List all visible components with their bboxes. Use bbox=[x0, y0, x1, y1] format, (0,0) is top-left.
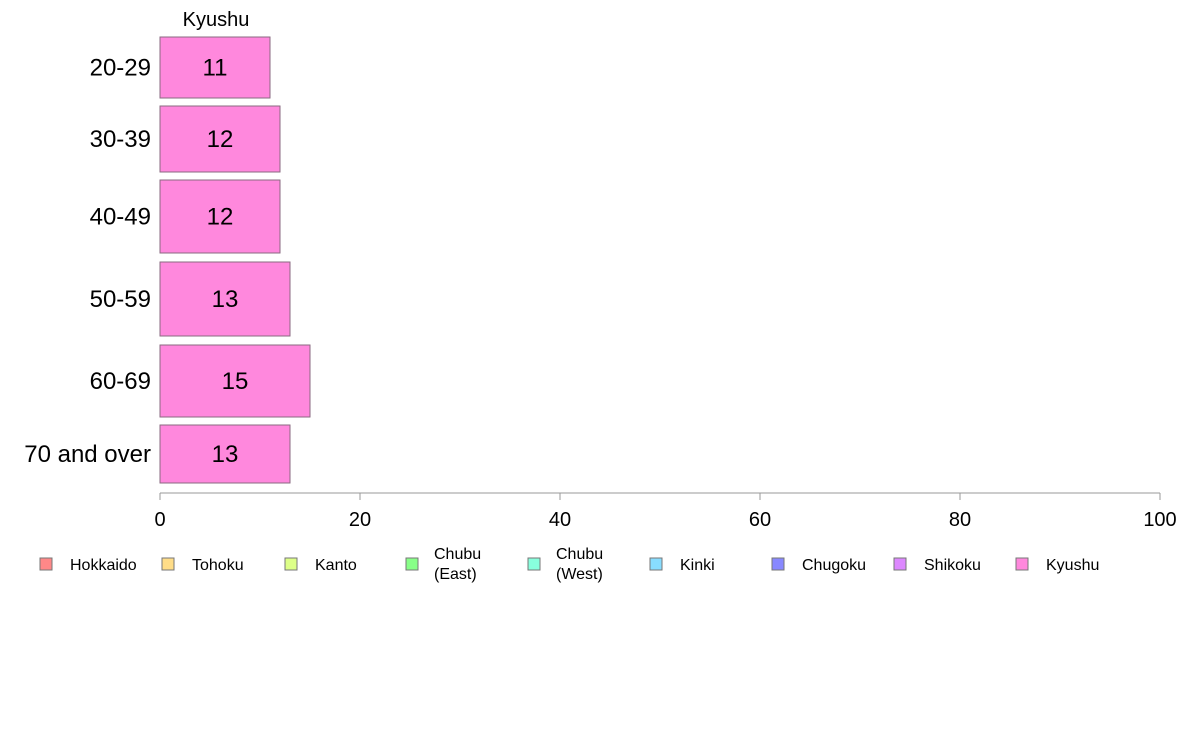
legend-label: Kyushu bbox=[1046, 557, 1099, 574]
legend-label: Chubu (West) bbox=[556, 546, 603, 583]
series-title: Kyushu bbox=[183, 9, 250, 31]
bar-value-label: 12 bbox=[207, 126, 234, 153]
legend-swatch bbox=[161, 557, 175, 571]
legend-label: Shikoku bbox=[924, 557, 981, 574]
x-tick-label: 80 bbox=[949, 509, 971, 531]
bar-60-69 bbox=[159, 344, 311, 418]
legend-label: Chubu (East) bbox=[434, 546, 481, 583]
legend-label: Kinki bbox=[680, 557, 715, 574]
bar-20-29 bbox=[159, 36, 271, 99]
legend-label: Kanto bbox=[315, 557, 357, 574]
legend-swatch bbox=[405, 557, 419, 571]
x-tick-label: 40 bbox=[549, 509, 571, 531]
x-tick-label: 60 bbox=[749, 509, 771, 531]
legend-swatch bbox=[527, 557, 541, 571]
legend: Hokkaido Tohoku Kanto Chubu (East) Chubu (West… bbox=[39, 546, 1099, 583]
category-label: 40-49 bbox=[90, 204, 151, 231]
legend-label: Tohoku bbox=[192, 557, 244, 574]
bar-value-label: 13 bbox=[212, 441, 239, 468]
category-label: 30-39 bbox=[90, 126, 151, 153]
x-tick-label: 20 bbox=[349, 509, 371, 531]
category-label: 60-69 bbox=[90, 368, 151, 395]
x-tick-label: 0 bbox=[154, 509, 165, 531]
bars-group: 11 20-29 12 30-39 12 40-49 13 50-59 15 60-69 13 70 … bbox=[24, 36, 311, 484]
legend-swatch bbox=[893, 557, 907, 571]
bar-value-label: 15 bbox=[222, 368, 249, 395]
legend-swatch bbox=[1015, 557, 1029, 571]
bar-value-label: 13 bbox=[212, 286, 239, 313]
category-label: 50-59 bbox=[90, 286, 151, 313]
bar-40-49 bbox=[159, 179, 281, 254]
bar-value-label: 12 bbox=[207, 204, 234, 231]
x-tick-label: 100 bbox=[1143, 509, 1176, 531]
legend-label: Chugoku bbox=[802, 557, 866, 574]
bar-30-39 bbox=[159, 105, 281, 173]
legend-swatch bbox=[771, 557, 785, 571]
category-label: 70 and over bbox=[24, 441, 151, 468]
bar-50-59 bbox=[159, 261, 291, 337]
x-axis: 0 20 40 60 80 100 bbox=[154, 492, 1177, 531]
legend-label: Hokkaido bbox=[70, 557, 137, 574]
category-label: 20-29 bbox=[90, 55, 151, 82]
legend-swatch bbox=[284, 557, 298, 571]
bar-70-and-over bbox=[159, 424, 291, 484]
legend-swatch bbox=[649, 557, 663, 571]
bar-value-label: 11 bbox=[203, 55, 228, 82]
legend-swatch bbox=[39, 557, 53, 571]
